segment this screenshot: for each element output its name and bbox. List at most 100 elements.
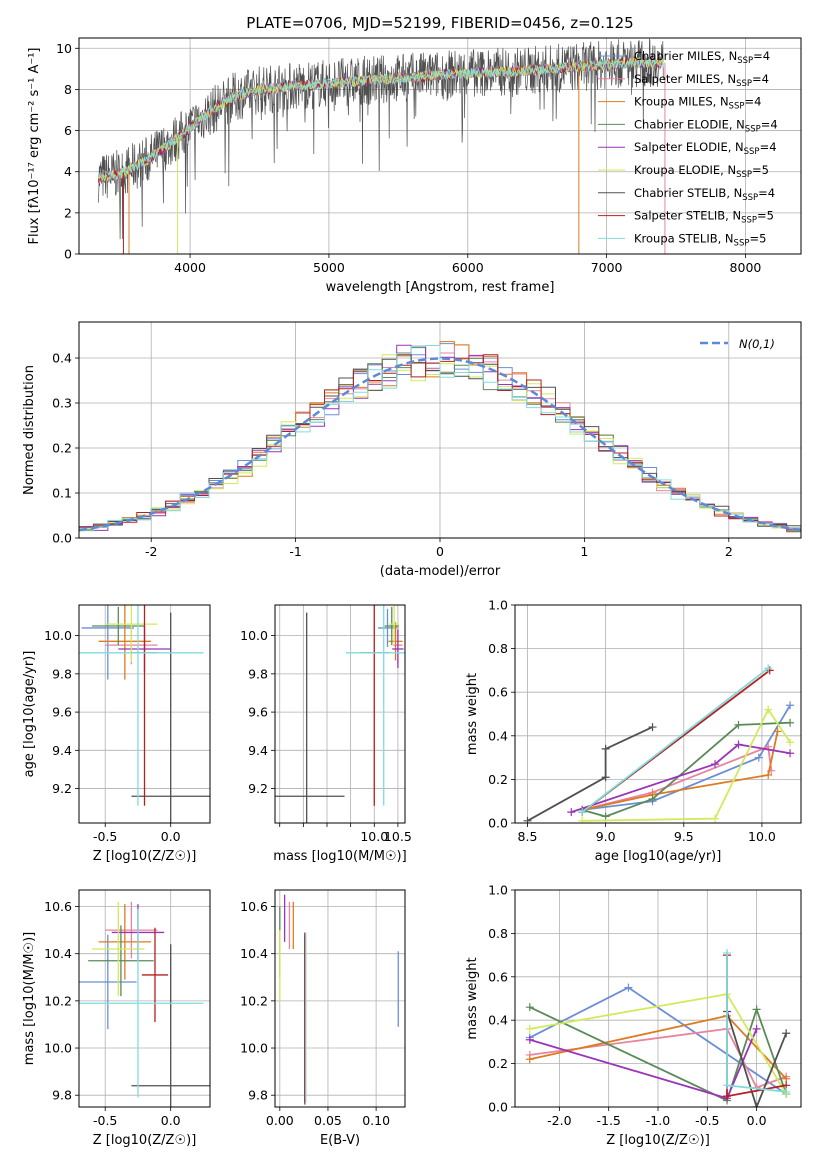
errorbar-point xyxy=(88,925,154,997)
errorbar-point xyxy=(275,612,345,823)
series-line xyxy=(529,1006,788,1102)
tick-label-x: 0.05 xyxy=(314,1113,342,1128)
errorbar-point xyxy=(388,622,403,661)
tick-label-y: 0.6 xyxy=(488,685,508,700)
series-marker xyxy=(752,1005,761,1014)
legend-text: Chabrier STELIB, N xyxy=(634,186,742,200)
series-marker xyxy=(786,738,795,747)
tick-label-x: -1.0 xyxy=(646,1113,670,1128)
weight-vs-z-x-axis-label: Z [log10(Z/Z☉)] xyxy=(606,1133,710,1148)
residuals-panel: -2 -1 0 1 2 0.0 0.1 0.2 0.3 0.4 (data-model)/error… xyxy=(22,321,802,579)
errorbar-point xyxy=(131,944,210,1107)
tick-label-x: -1 xyxy=(289,544,301,559)
tick-label-x: 0.0 xyxy=(161,829,181,844)
tick-label-y: 8 xyxy=(64,82,72,97)
weight-vs-age-x-axis-label: age [log10(age/yr)] xyxy=(595,849,722,864)
spectrum-x-axis-label: wavelength [Angstrom, rest frame] xyxy=(326,280,555,295)
tick-label-y: 1.0 xyxy=(488,883,508,898)
age-vs-z-ticks: -0.5 0.0 9.2 9.4 9.6 9.8 10.0 xyxy=(44,628,181,844)
mass-vs-z-x-axis-label: Z [log10(Z/Z☉)] xyxy=(93,1133,197,1148)
series-marker xyxy=(624,983,633,992)
tick-label-y: 10.4 xyxy=(240,946,268,961)
series-marker xyxy=(734,720,743,729)
age-vs-z-panel: -0.5 0.0 9.2 9.4 9.6 9.8 10.0 Z [log10(Z/Z☉)] ag… xyxy=(22,604,211,864)
tick-label-x: 7000 xyxy=(591,260,623,275)
series-line xyxy=(527,726,653,822)
age-vs-mass-plot-area xyxy=(275,605,405,823)
age-vs-z-plot-area xyxy=(79,605,210,823)
tick-label-x: 10.0 xyxy=(360,829,388,844)
tick-label-y: 9.2 xyxy=(52,781,72,796)
tick-label-y: 0.4 xyxy=(52,351,72,366)
tick-label-y: 9.2 xyxy=(248,781,268,796)
tick-label-y: 1.0 xyxy=(488,598,508,613)
tick-label-x: 1 xyxy=(580,544,588,559)
errorbar-point xyxy=(389,605,399,644)
series-marker xyxy=(754,753,763,762)
weight-vs-age-frame xyxy=(514,604,802,824)
tick-label-y: 10.0 xyxy=(44,628,72,643)
weight-vs-age-y-axis-label: mass weight xyxy=(465,673,480,755)
tick-label-y: 9.4 xyxy=(248,743,268,758)
series-marker xyxy=(525,1024,534,1033)
errorbar-point xyxy=(79,934,137,1030)
age-vs-z-x-axis-label: Z [log10(Z/Z☉)] xyxy=(93,849,197,864)
errorbar-point xyxy=(345,605,405,806)
legend-subscript: SSP xyxy=(741,216,757,226)
weight-vs-z-y-axis-label: mass weight xyxy=(465,957,480,1039)
tick-label-x: -0.5 xyxy=(93,1113,117,1128)
tick-label-x: 0.00 xyxy=(266,1113,294,1128)
errorbar-point xyxy=(384,606,399,646)
tick-label-y: 10.0 xyxy=(44,1041,72,1056)
tick-label-x: -0.5 xyxy=(93,829,117,844)
weight-vs-age-plot-area xyxy=(523,664,795,823)
residuals-x-axis-label: (data-model)/error xyxy=(380,564,501,579)
gaussian-curve xyxy=(79,357,801,532)
tick-label-y: 10.6 xyxy=(44,899,72,914)
legend-text: Salpeter STELIB, N xyxy=(634,209,741,223)
weight-vs-z-plot-area xyxy=(525,948,791,1107)
tick-label-x: 9.5 xyxy=(674,829,694,844)
mass-vs-ebv-ticks: 0.00 0.05 0.10 9.8 10.0 10.2 10.4 10.6 xyxy=(240,899,390,1128)
legend-tail: =4 xyxy=(760,140,777,154)
tick-label-y: 10.0 xyxy=(240,628,268,643)
tick-label-y: 0.8 xyxy=(488,926,508,941)
series-marker xyxy=(578,816,587,823)
legend-subscript: SSP xyxy=(737,56,753,66)
legend-subscript: SSP xyxy=(736,79,752,89)
legend-tail: =4 xyxy=(758,186,775,200)
mass-vs-ebv-panel: 0.00 0.05 0.10 9.8 10.0 10.2 10.4 10.6 E(B-V) xyxy=(240,889,406,1148)
tick-label-y: 0.0 xyxy=(488,1100,508,1115)
series-marker xyxy=(711,760,720,769)
age-vs-z-frame xyxy=(78,604,211,824)
spectrum-plot-area xyxy=(98,38,666,254)
tick-label-y: 9.6 xyxy=(52,705,72,720)
tick-label-x: 8.5 xyxy=(518,829,538,844)
legend-text: Kroupa STELIB, N xyxy=(634,231,734,245)
series-line xyxy=(571,743,791,813)
series-marker xyxy=(764,664,773,673)
chart-title: PLATE=0706, MJD=52199, FIBERID=0456, z=0… xyxy=(246,14,633,32)
spectrum-frame xyxy=(78,37,802,255)
errorbar-point xyxy=(141,927,169,1023)
tick-label-y: 0.2 xyxy=(488,1056,508,1071)
series-marker xyxy=(723,948,732,957)
series-marker xyxy=(782,1087,791,1096)
tick-label-y: 2 xyxy=(64,205,72,220)
tick-label-x: 0 xyxy=(436,544,444,559)
series-marker xyxy=(601,744,610,753)
series-marker xyxy=(764,705,773,714)
series-marker xyxy=(523,816,532,823)
tick-label-x: 0.10 xyxy=(362,1113,390,1128)
series-marker xyxy=(764,771,773,780)
errorbar-point xyxy=(92,901,145,997)
legend-entry: Kroupa STELIB, NSSP=5 xyxy=(634,231,766,248)
legend-subscript: SSP xyxy=(729,102,745,112)
tick-label-x: 4000 xyxy=(174,260,206,275)
spectrum-line xyxy=(98,57,664,181)
series-marker xyxy=(601,812,610,821)
errorbar-point xyxy=(105,901,158,959)
tick-label-y: 0.2 xyxy=(488,772,508,787)
tick-label-y: 10.2 xyxy=(240,993,268,1008)
series-marker xyxy=(648,723,657,732)
